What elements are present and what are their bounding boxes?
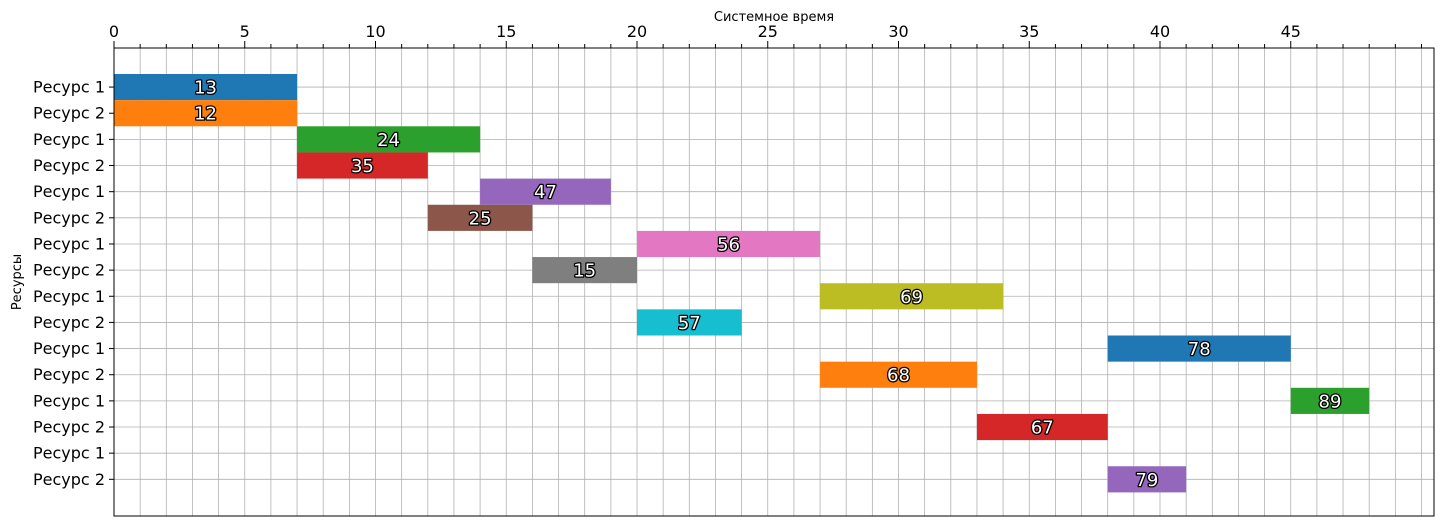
task-bar-label: 68 [887, 365, 910, 386]
task-bar-label: 79 [1135, 470, 1158, 491]
y-tick-label: Ресурс 2 [33, 156, 105, 175]
grid-lines [113, 48, 1434, 516]
task-bar-label: 56 [717, 234, 740, 255]
y-tick-label: Ресурс 1 [33, 444, 105, 463]
x-tick-label: 25 [758, 22, 778, 41]
x-tick-label: 20 [627, 22, 647, 41]
y-tick-label: Ресурс 2 [33, 418, 105, 437]
task-bar-label: 78 [1188, 339, 1211, 360]
task-bar-label: 25 [469, 208, 492, 229]
x-tick-label: 40 [1150, 22, 1170, 41]
task-bar [820, 283, 1004, 310]
x-tick-label: 45 [1281, 22, 1301, 41]
y-tick-label: Ресурс 1 [33, 339, 105, 358]
y-tick-label: Ресурс 1 [33, 182, 105, 201]
y-tick-label: Ресурс 1 [33, 287, 105, 306]
task-bar [820, 361, 977, 388]
task-bar-label: 15 [573, 261, 596, 282]
task-bar-label: 47 [534, 182, 557, 203]
x-axis-ticks: 0 5 10 15 20 25 30 35 40 45 [109, 22, 1422, 48]
x-tick-label: 35 [1019, 22, 1039, 41]
y-tick-label: Ресурс 2 [33, 208, 105, 227]
y-tick-label: Ресурс 2 [33, 104, 105, 123]
task-bar [532, 257, 637, 284]
task-bar [480, 178, 611, 205]
task-bar-label: 12 [194, 104, 217, 125]
y-tick-label: Ресурс 2 [33, 313, 105, 332]
x-tick-label: 30 [888, 22, 908, 41]
x-tick-label: 15 [496, 22, 516, 41]
task-bar-label: 67 [1031, 418, 1054, 439]
y-tick-label: Ресурс 1 [33, 391, 105, 410]
task-bar-label: 13 [194, 78, 217, 99]
y-tick-label: Ресурс 2 [33, 470, 105, 489]
task-bar [637, 309, 742, 336]
task-bar [637, 230, 821, 258]
task-bar-label: 89 [1319, 391, 1342, 412]
task-bar [1290, 387, 1370, 414]
task-bar-label: 24 [377, 130, 400, 151]
task-bar [297, 126, 481, 153]
plot-frame [113, 47, 1435, 517]
y-tick-label: Ресурс 2 [33, 365, 105, 384]
task-bar [1107, 466, 1187, 493]
task-bar [297, 152, 428, 179]
task-bar [976, 413, 1108, 441]
task-bar-label: 35 [351, 156, 374, 177]
task-bar-label: 57 [678, 313, 701, 334]
x-tick-label: 5 [240, 22, 250, 41]
y-axis-title: Ресурсы [10, 254, 25, 310]
x-axis-title: Системное время [714, 10, 834, 25]
task-bar [114, 74, 298, 101]
task-bar [1107, 335, 1291, 362]
y-tick-label: Ресурс 1 [33, 234, 105, 253]
y-tick-label: Ресурс 1 [33, 130, 105, 149]
task-bar [427, 204, 533, 231]
y-tick-label: Ресурс 2 [33, 261, 105, 280]
x-tick-label: 0 [109, 22, 119, 41]
x-tick-label: 10 [365, 22, 385, 41]
y-axis-ticks: Ресурс 1 Ресурс 2 Ресурс 1 Ресурс 2 Ресурс 1… [33, 78, 114, 489]
task-bar [114, 100, 298, 127]
y-tick-label: Ресурс 1 [33, 78, 105, 97]
task-bar-label: 69 [900, 287, 923, 308]
